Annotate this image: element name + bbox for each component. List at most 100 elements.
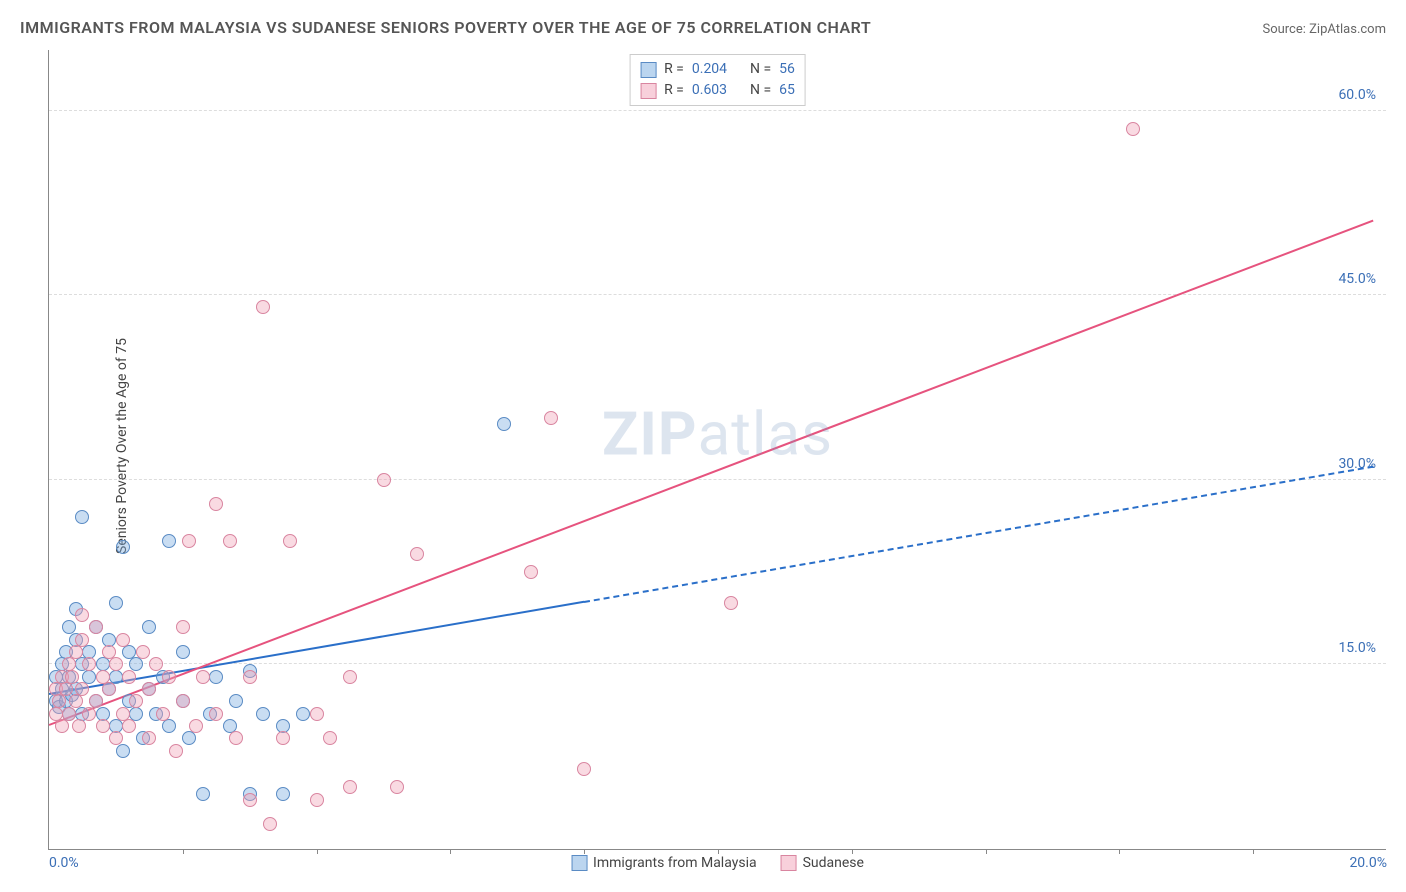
data-point-blue bbox=[497, 417, 511, 431]
legend-label-pink: Sudanese bbox=[803, 855, 864, 871]
data-point-pink bbox=[52, 694, 66, 708]
data-point-pink bbox=[122, 670, 136, 684]
data-point-blue bbox=[162, 719, 176, 733]
data-point-pink bbox=[136, 645, 150, 659]
data-point-blue bbox=[116, 540, 130, 554]
data-point-blue bbox=[196, 787, 210, 801]
r-label: R = bbox=[664, 80, 684, 101]
x-tick-mark bbox=[986, 849, 987, 854]
data-point-pink bbox=[116, 633, 130, 647]
data-point-pink bbox=[109, 731, 123, 745]
data-point-pink bbox=[390, 780, 404, 794]
data-point-pink bbox=[102, 682, 116, 696]
data-point-pink bbox=[96, 719, 110, 733]
correlation-legend: R = 0.204 N = 56 R = 0.603 N = 65 bbox=[629, 54, 806, 106]
data-point-pink bbox=[162, 670, 176, 684]
watermark: ZIPatlas bbox=[602, 398, 833, 469]
x-tick-mark bbox=[1119, 849, 1120, 854]
data-point-pink bbox=[1126, 122, 1140, 136]
x-tick-mark bbox=[450, 849, 451, 854]
data-point-pink bbox=[283, 534, 297, 548]
x-tick-label: 0.0% bbox=[49, 855, 79, 871]
r-label: R = bbox=[664, 59, 684, 80]
source-attribution: Source: ZipAtlas.com bbox=[1262, 22, 1386, 37]
data-point-pink bbox=[59, 682, 73, 696]
x-tick-mark bbox=[584, 849, 585, 854]
legend-row-pink: R = 0.603 N = 65 bbox=[640, 80, 795, 101]
data-point-pink bbox=[209, 707, 223, 721]
data-point-pink bbox=[263, 817, 277, 831]
data-point-pink bbox=[323, 731, 337, 745]
data-point-pink bbox=[343, 670, 357, 684]
n-value-pink: 65 bbox=[779, 80, 795, 101]
data-point-pink bbox=[176, 620, 190, 634]
x-tick-mark bbox=[852, 849, 853, 854]
y-tick-label: 60.0% bbox=[1338, 87, 1376, 103]
data-point-blue bbox=[142, 620, 156, 634]
data-point-pink bbox=[75, 608, 89, 622]
y-tick-label: 45.0% bbox=[1338, 271, 1376, 287]
data-point-pink bbox=[129, 694, 143, 708]
data-point-pink bbox=[69, 694, 83, 708]
swatch-blue-icon bbox=[571, 855, 587, 871]
legend-item-blue: Immigrants from Malaysia bbox=[571, 855, 757, 871]
data-point-blue bbox=[256, 707, 270, 721]
data-point-pink bbox=[182, 534, 196, 548]
data-point-pink bbox=[176, 694, 190, 708]
data-point-blue bbox=[296, 707, 310, 721]
legend-row-blue: R = 0.204 N = 56 bbox=[640, 59, 795, 80]
swatch-pink-icon bbox=[781, 855, 797, 871]
data-point-blue bbox=[182, 731, 196, 745]
data-point-pink bbox=[377, 473, 391, 487]
data-point-pink bbox=[156, 707, 170, 721]
data-point-pink bbox=[243, 670, 257, 684]
chart-title: IMMIGRANTS FROM MALAYSIA VS SUDANESE SEN… bbox=[20, 18, 871, 37]
data-point-pink bbox=[149, 657, 163, 671]
data-point-pink bbox=[122, 719, 136, 733]
data-point-pink bbox=[62, 707, 76, 721]
gridline-h bbox=[49, 110, 1386, 111]
data-point-pink bbox=[65, 670, 79, 684]
regression-line-blue bbox=[584, 465, 1374, 602]
data-point-pink bbox=[310, 707, 324, 721]
data-point-pink bbox=[544, 411, 558, 425]
data-point-pink bbox=[189, 719, 203, 733]
data-point-pink bbox=[229, 731, 243, 745]
data-point-blue bbox=[162, 534, 176, 548]
data-point-pink bbox=[196, 670, 210, 684]
data-point-pink bbox=[89, 694, 103, 708]
data-point-blue bbox=[229, 694, 243, 708]
n-label: N = bbox=[750, 59, 771, 80]
data-point-pink bbox=[75, 633, 89, 647]
data-point-pink bbox=[223, 534, 237, 548]
data-point-pink bbox=[75, 682, 89, 696]
data-point-pink bbox=[343, 780, 357, 794]
data-point-pink bbox=[169, 744, 183, 758]
data-point-pink bbox=[142, 682, 156, 696]
x-tick-mark bbox=[718, 849, 719, 854]
data-point-pink bbox=[276, 731, 290, 745]
data-point-pink bbox=[72, 719, 86, 733]
y-tick-label: 15.0% bbox=[1338, 640, 1376, 656]
data-point-pink bbox=[524, 565, 538, 579]
data-point-blue bbox=[176, 645, 190, 659]
data-point-pink bbox=[724, 596, 738, 610]
legend-label-blue: Immigrants from Malaysia bbox=[593, 855, 757, 871]
data-point-pink bbox=[256, 300, 270, 314]
source-value: ZipAtlas.com bbox=[1309, 22, 1386, 37]
n-label: N = bbox=[750, 80, 771, 101]
data-point-blue bbox=[75, 510, 89, 524]
data-point-pink bbox=[82, 657, 96, 671]
x-tick-label: 20.0% bbox=[1349, 855, 1387, 871]
data-point-pink bbox=[109, 657, 123, 671]
n-value-blue: 56 bbox=[779, 59, 795, 80]
series-legend: Immigrants from Malaysia Sudanese bbox=[571, 855, 864, 871]
source-label: Source: bbox=[1262, 22, 1309, 37]
x-tick-mark bbox=[1253, 849, 1254, 854]
r-value-pink: 0.603 bbox=[692, 80, 727, 101]
data-point-pink bbox=[410, 547, 424, 561]
swatch-pink bbox=[640, 83, 656, 99]
data-point-pink bbox=[55, 719, 69, 733]
data-point-blue bbox=[209, 670, 223, 684]
data-point-blue bbox=[276, 787, 290, 801]
